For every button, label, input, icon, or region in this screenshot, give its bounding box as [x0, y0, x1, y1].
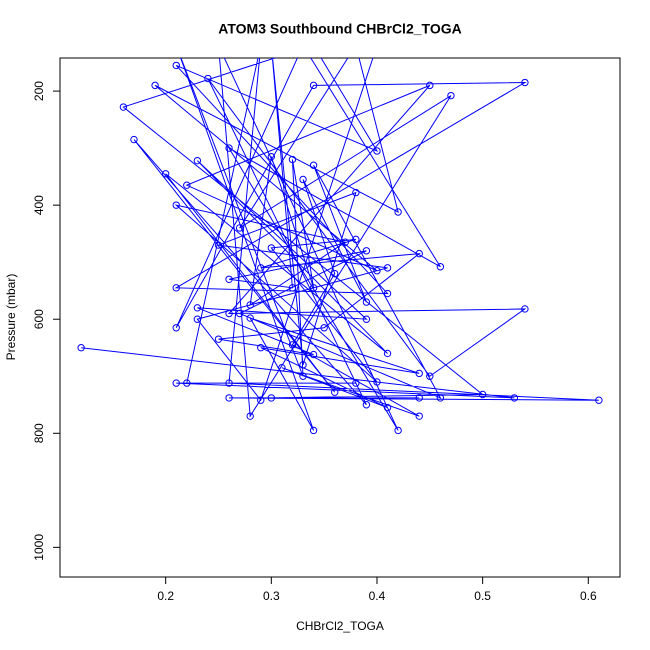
data-point: [299, 175, 307, 184]
data-point: [225, 309, 233, 318]
data-point: [161, 170, 170, 178]
data-point: [183, 181, 191, 189]
data-point: [383, 403, 392, 412]
data-point: [183, 379, 191, 387]
data-point: [257, 396, 265, 404]
data-point: [172, 284, 180, 292]
data-point: [77, 344, 85, 352]
data-point: [172, 324, 180, 332]
data-point: [331, 269, 339, 278]
data-point: [510, 394, 519, 402]
data-point: [521, 78, 529, 87]
data-point: [383, 349, 392, 358]
data-point: [415, 369, 423, 378]
data-point: [225, 144, 233, 152]
data-point: [362, 298, 371, 306]
data-point: [595, 396, 603, 404]
data-point: [130, 135, 138, 144]
data-point: [193, 156, 202, 165]
data-point: [246, 412, 254, 420]
y-tick-label: 200: [32, 81, 46, 101]
data-point: [267, 152, 276, 161]
data-point: [267, 394, 276, 402]
data-point: [478, 390, 487, 399]
data-point: [193, 315, 202, 323]
data-point: [309, 161, 318, 169]
data-point: [415, 249, 423, 258]
data-point: [415, 394, 423, 402]
data-point: [151, 81, 159, 90]
data-point: [278, 363, 286, 372]
y-tick-label: 800: [32, 423, 46, 443]
data-point: [309, 350, 318, 359]
data-point: [352, 235, 360, 244]
data-point: [362, 315, 371, 323]
data-point: [225, 394, 233, 402]
plot-area: [77, 58, 603, 435]
data-point: [362, 247, 371, 255]
x-tick-label: 0.2: [157, 589, 174, 603]
x-tick-label: 0.3: [263, 589, 280, 603]
data-point: [352, 188, 360, 197]
data-point: [235, 224, 244, 232]
data-point: [394, 208, 402, 216]
data-point: [341, 238, 349, 246]
chart-title: ATOM3 Southbound CHBrCl2_TOGA: [218, 21, 461, 37]
data-point: [309, 284, 318, 292]
data-point: [288, 155, 297, 164]
data-point: [373, 147, 381, 155]
data-point: [362, 401, 371, 409]
data-point: [394, 426, 402, 435]
data-point: [225, 275, 233, 283]
data-point: [267, 244, 276, 252]
data-point: [331, 388, 339, 396]
y-tick-label: 400: [32, 195, 46, 215]
data-point: [309, 426, 318, 435]
data-point: [521, 305, 529, 313]
data-point: [288, 341, 297, 349]
data-point: [246, 301, 254, 309]
data-point: [172, 61, 180, 70]
data-point: [257, 264, 265, 272]
data-point: [204, 74, 212, 83]
data-point: [257, 344, 265, 352]
data-point: [172, 379, 180, 387]
x-tick-label: 0.5: [474, 589, 491, 603]
data-point: [415, 412, 423, 420]
data-point: [119, 103, 128, 111]
data-point: [447, 91, 455, 100]
data-point: [225, 379, 233, 387]
data-point: [426, 372, 434, 380]
data-point: [383, 264, 392, 272]
data-point: [288, 284, 297, 292]
data-point: [436, 263, 445, 271]
data-point: [246, 314, 254, 322]
data-point: [214, 241, 223, 249]
data-point: [214, 335, 223, 343]
x-tick-label: 0.6: [580, 589, 597, 603]
data-point: [235, 309, 244, 318]
data-point: [373, 267, 381, 275]
data-point: [299, 361, 307, 369]
x-axis-label: CHBrCl2_TOGA: [296, 619, 384, 633]
data-line: [81, 58, 599, 431]
data-point: [383, 289, 392, 298]
data-point: [426, 81, 434, 90]
data-point: [320, 324, 328, 332]
data-point: [436, 394, 445, 402]
data-point: [172, 201, 180, 209]
data-point: [352, 379, 360, 387]
y-tick-label: 600: [32, 309, 46, 329]
x-tick-label: 0.4: [369, 589, 386, 603]
data-point: [193, 304, 202, 312]
data-point: [373, 378, 381, 386]
y-axis-label: Pressure (mbar): [4, 274, 18, 361]
data-point: [299, 372, 307, 380]
data-point: [309, 81, 318, 90]
y-tick-label: 1000: [32, 534, 46, 561]
